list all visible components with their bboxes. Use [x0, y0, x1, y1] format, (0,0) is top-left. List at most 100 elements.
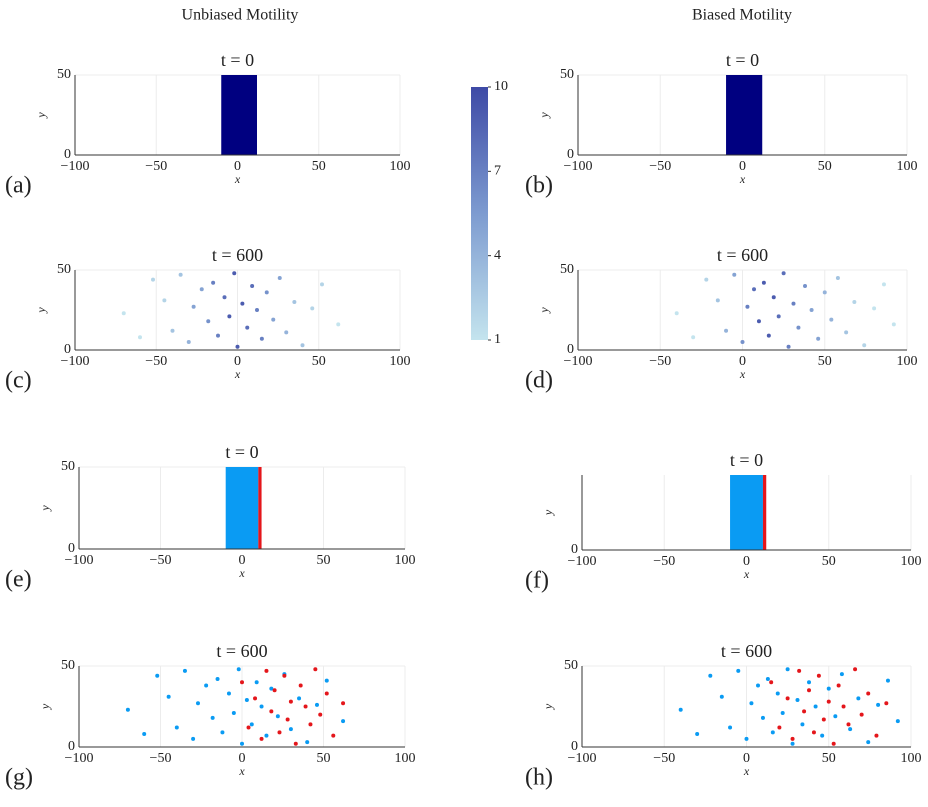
- point: [235, 344, 240, 349]
- point: [790, 736, 795, 741]
- point: [288, 727, 293, 732]
- point: [807, 688, 812, 693]
- y-tick-label: 0: [68, 541, 75, 556]
- point: [125, 707, 130, 712]
- point: [881, 282, 886, 287]
- point: [866, 740, 871, 745]
- point: [866, 691, 871, 696]
- panel-label: (h): [525, 765, 553, 791]
- point: [227, 314, 232, 319]
- point: [895, 719, 900, 724]
- x-tick-label: 0: [739, 354, 746, 369]
- point: [336, 322, 341, 327]
- x-tick-label: 100: [395, 751, 416, 766]
- point: [885, 678, 890, 683]
- x-tick-label: 50: [818, 354, 832, 369]
- y-tick-label: 0: [64, 342, 71, 357]
- point: [249, 722, 254, 727]
- point: [271, 317, 276, 322]
- x-tick-label: 100: [901, 751, 922, 766]
- point: [766, 333, 771, 338]
- panel-label: (c): [5, 368, 32, 394]
- point: [844, 330, 849, 335]
- point: [691, 335, 696, 340]
- panel: −100 −50 0 50 100 0 t = 0 x y (f): [525, 450, 922, 593]
- point: [246, 725, 251, 730]
- x-tick-label: 50: [317, 751, 331, 766]
- colorbar: [471, 87, 488, 340]
- point: [786, 344, 791, 349]
- panel: −100 −50 0 50 100 0 50 t = 600 x y (g): [5, 641, 416, 790]
- point: [254, 680, 259, 685]
- y-axis-label: y: [38, 505, 52, 512]
- x-tick-label: −100: [568, 554, 597, 569]
- x-tick-label: 0: [239, 751, 246, 766]
- point: [277, 730, 282, 735]
- panel-title: t = 600: [721, 641, 772, 661]
- point: [191, 304, 196, 309]
- x-tick-label: 50: [312, 159, 326, 174]
- point: [277, 276, 282, 280]
- colorbar-tick-label: 4: [494, 248, 501, 263]
- point: [341, 719, 346, 724]
- point: [745, 304, 750, 309]
- y-axis-label: y: [537, 307, 551, 314]
- point: [785, 696, 790, 701]
- point: [822, 290, 827, 295]
- panel-title: t = 0: [730, 450, 763, 470]
- y-axis-label: y: [541, 509, 555, 516]
- x-axis-label: x: [739, 367, 746, 381]
- point: [297, 696, 302, 701]
- point: [264, 290, 269, 295]
- colorbar-tick-label: 1: [494, 332, 501, 347]
- x-tick-label: −50: [145, 159, 167, 174]
- point: [182, 668, 187, 673]
- point: [846, 722, 851, 727]
- y-axis-label: y: [38, 703, 52, 710]
- panel: −100 −50 0 50 100 0 50 t = 600 x y (c): [5, 245, 411, 393]
- point: [813, 704, 818, 709]
- point: [220, 730, 225, 735]
- point: [314, 702, 319, 707]
- block: [730, 475, 763, 550]
- point: [678, 707, 683, 712]
- point: [293, 741, 298, 746]
- panel: −100 −50 0 50 100 0 50 t = 600 x y (h): [525, 641, 922, 790]
- point: [796, 325, 801, 330]
- point: [259, 704, 264, 709]
- point: [226, 691, 231, 696]
- x-tick-label: −50: [150, 751, 172, 766]
- y-axis-label: y: [34, 307, 48, 314]
- panel-label: (f): [525, 568, 549, 594]
- point: [320, 282, 324, 287]
- point: [800, 722, 805, 727]
- point: [852, 300, 857, 304]
- point: [826, 686, 831, 691]
- point: [872, 306, 877, 311]
- point: [269, 686, 274, 691]
- x-tick-label: 50: [312, 354, 326, 369]
- point: [324, 678, 329, 683]
- point: [708, 673, 713, 678]
- x-tick-label: −100: [568, 751, 597, 766]
- panel-label: (a): [5, 173, 32, 199]
- colorbar-tick-label: 10: [494, 79, 508, 94]
- x-axis-label: x: [234, 367, 241, 381]
- y-tick-label: 50: [560, 67, 574, 82]
- point: [826, 699, 831, 704]
- point: [835, 276, 840, 280]
- point: [138, 335, 142, 340]
- point: [791, 301, 796, 306]
- x-tick-label: −50: [150, 553, 172, 568]
- x-tick-label: 50: [822, 751, 836, 766]
- x-tick-label: 0: [234, 354, 241, 369]
- point: [756, 683, 761, 688]
- y-tick-label: 0: [68, 739, 75, 754]
- x-tick-label: −100: [65, 553, 94, 568]
- point: [331, 733, 336, 738]
- x-tick-label: 100: [395, 553, 416, 568]
- point: [674, 311, 679, 316]
- y-tick-label: 50: [57, 262, 71, 277]
- point: [292, 300, 297, 304]
- x-tick-label: 100: [901, 554, 922, 569]
